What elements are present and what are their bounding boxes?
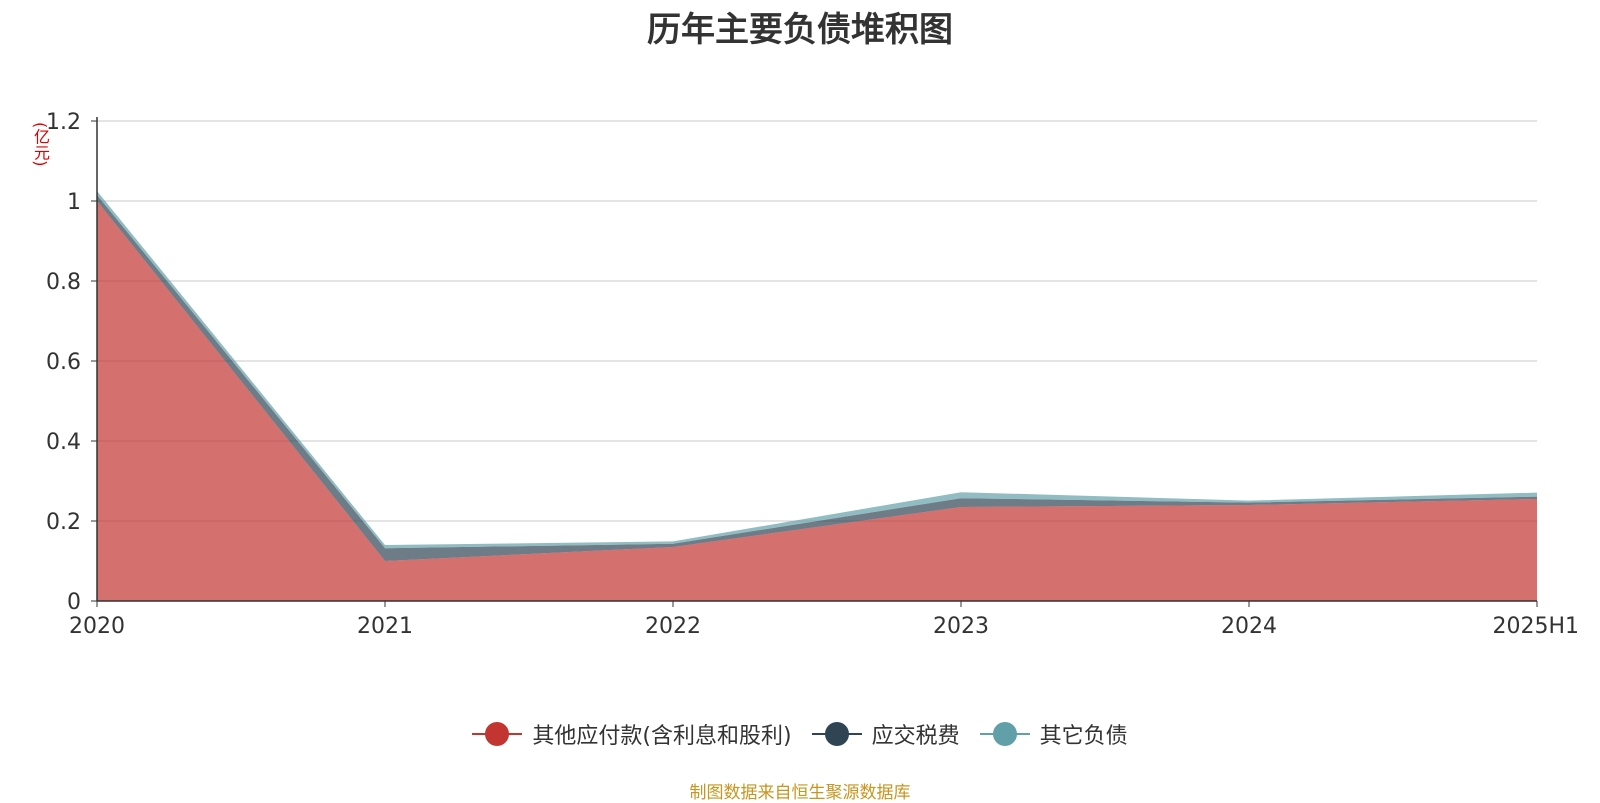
legend-label: 其他应付款(含利息和股利) <box>532 724 792 749</box>
x-tick-label: 2025H1 <box>1492 614 1579 639</box>
data-source-note: 制图数据来自恒生聚源数据库 <box>689 783 911 803</box>
series-area-0 <box>97 201 1537 601</box>
legend-dot <box>485 722 510 746</box>
chart-title: 历年主要负债堆积图 <box>647 10 953 50</box>
legend-marker-icon <box>811 720 862 748</box>
legend-dot <box>824 722 849 746</box>
x-tick-label: 2020 <box>69 614 125 639</box>
x-tick-label: 2022 <box>645 614 701 639</box>
legend-item-taxes-payable[interactable]: 应交税费 <box>811 718 960 750</box>
y-tick-label: 1 <box>67 190 81 215</box>
y-tick-label: 0.2 <box>46 510 81 535</box>
x-tick-label: 2024 <box>1221 614 1277 639</box>
y-tick-label: 0.6 <box>46 350 81 375</box>
y-tick-label: 0.8 <box>46 270 81 295</box>
chart-legend: 其他应付款(含利息和股利) 应交税费 其它负债 <box>0 718 1600 750</box>
legend-marker-icon <box>979 720 1030 748</box>
y-axis-unit-label: (亿元) <box>31 122 50 167</box>
y-tick-label: 1.2 <box>46 110 81 135</box>
y-tick-label: 0 <box>67 590 81 615</box>
x-tick-label: 2023 <box>933 614 989 639</box>
legend-label: 其它负债 <box>1039 724 1128 749</box>
legend-item-other-payables[interactable]: 其他应付款(含利息和股利) <box>472 718 792 750</box>
legend-marker-icon <box>472 720 523 748</box>
legend-dot <box>992 722 1017 746</box>
legend-item-other-liabilities[interactable]: 其它负债 <box>979 718 1128 750</box>
x-tick-label: 2021 <box>357 614 413 639</box>
legend-label: 应交税费 <box>871 724 960 749</box>
y-tick-label: 0.4 <box>46 430 81 455</box>
